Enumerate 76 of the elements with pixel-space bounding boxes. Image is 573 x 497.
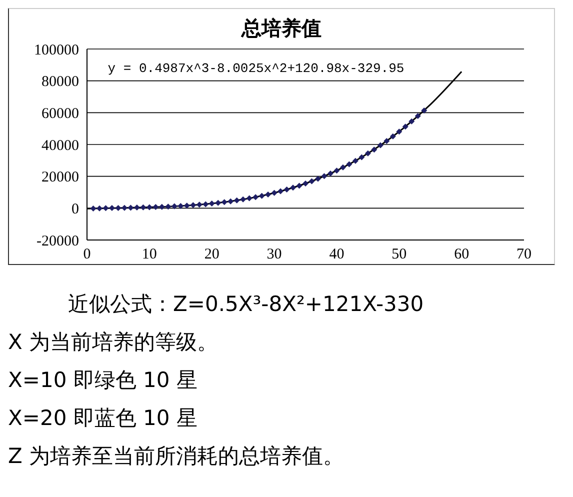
text: Z 为培养至当前所消耗的总培养值。 bbox=[8, 443, 346, 470]
x-tick-label: 10 bbox=[142, 246, 157, 263]
x-tick-label: 50 bbox=[392, 246, 407, 263]
point bbox=[184, 202, 190, 209]
point bbox=[102, 205, 109, 212]
y-tick-label: 60000 bbox=[42, 106, 79, 122]
point bbox=[252, 194, 259, 200]
point bbox=[121, 204, 128, 211]
point bbox=[278, 188, 284, 194]
point bbox=[215, 200, 222, 206]
chart-title: 总培养值 bbox=[240, 15, 322, 42]
point bbox=[296, 182, 302, 189]
point bbox=[271, 190, 278, 196]
point bbox=[396, 128, 402, 135]
x-tick-label: 40 bbox=[329, 246, 344, 263]
point bbox=[358, 154, 365, 160]
point bbox=[152, 204, 159, 210]
point bbox=[308, 178, 315, 184]
point bbox=[314, 176, 321, 182]
y-tick-label: 0 bbox=[72, 201, 79, 218]
point bbox=[158, 204, 165, 210]
text: X=20 即蓝色 10 星 bbox=[8, 405, 198, 432]
point bbox=[414, 113, 421, 120]
point bbox=[246, 195, 252, 202]
point bbox=[371, 146, 378, 153]
point bbox=[90, 205, 96, 212]
point bbox=[265, 191, 272, 198]
x-tick-label: 60 bbox=[454, 246, 470, 263]
annotation: y = 0.4987x^3-8.0025x^2+120.98x-329.95 bbox=[91, 61, 421, 77]
point bbox=[377, 142, 384, 148]
x-tick-label: 30 bbox=[266, 246, 282, 263]
text: X=10 即绿色 10 星 bbox=[8, 367, 198, 394]
y-tick-label: 100000 bbox=[34, 42, 79, 58]
point bbox=[321, 173, 328, 180]
point bbox=[390, 133, 396, 140]
point bbox=[178, 202, 184, 209]
point bbox=[165, 204, 172, 210]
point bbox=[340, 164, 346, 170]
y-tick-label: 80000 bbox=[42, 74, 79, 90]
text: X 为当前培养的等级。 bbox=[8, 329, 220, 356]
point bbox=[221, 199, 228, 206]
point bbox=[234, 197, 240, 204]
point bbox=[364, 150, 371, 156]
point bbox=[108, 205, 115, 212]
x-tick-label: 20 bbox=[204, 246, 220, 263]
point bbox=[258, 192, 265, 199]
point bbox=[284, 186, 290, 193]
x-tick-label: 0 bbox=[83, 246, 91, 263]
point bbox=[208, 200, 215, 207]
point bbox=[115, 205, 122, 212]
point bbox=[402, 124, 408, 130]
point bbox=[327, 170, 334, 176]
point bbox=[140, 204, 146, 210]
y-tick-label: 20000 bbox=[42, 170, 79, 186]
point bbox=[408, 118, 415, 124]
point bbox=[352, 158, 358, 164]
point bbox=[196, 202, 202, 208]
point bbox=[190, 202, 196, 208]
point bbox=[202, 201, 209, 208]
point bbox=[96, 205, 102, 212]
point bbox=[171, 203, 178, 210]
text: 近似公式：Z=0.5X³-8X²+121X-330 bbox=[67, 291, 425, 318]
point bbox=[290, 184, 296, 191]
point bbox=[421, 107, 428, 114]
y-tick-label: 40000 bbox=[42, 138, 79, 154]
y-tick-label: -20000 bbox=[36, 233, 79, 250]
point bbox=[146, 204, 152, 210]
point bbox=[384, 138, 390, 144]
x-tick-label: 70 bbox=[516, 246, 532, 263]
point bbox=[334, 168, 340, 174]
point bbox=[346, 161, 352, 168]
point bbox=[228, 198, 234, 204]
point bbox=[302, 180, 308, 186]
point bbox=[128, 204, 134, 211]
point bbox=[240, 196, 246, 202]
point bbox=[134, 204, 140, 211]
